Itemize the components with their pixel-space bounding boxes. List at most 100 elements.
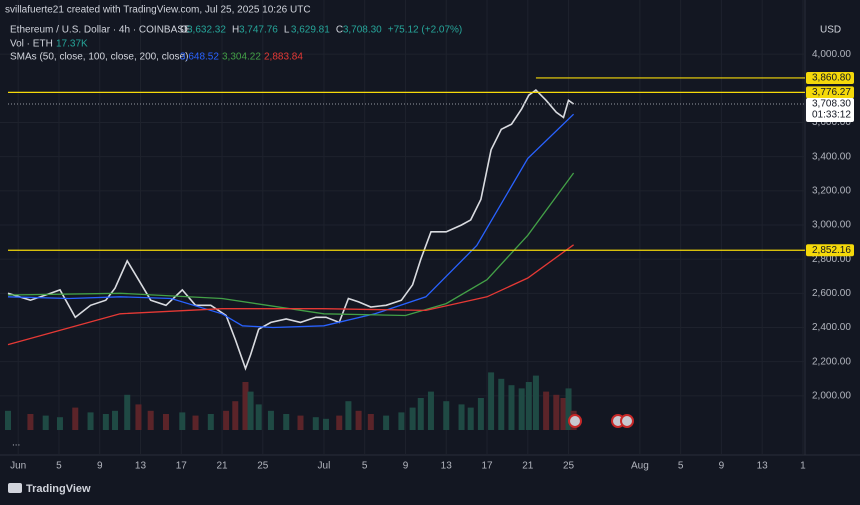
volume-bar bbox=[232, 401, 239, 430]
volume-bar bbox=[42, 415, 49, 430]
volume-bar bbox=[179, 412, 186, 430]
volume-bar bbox=[560, 398, 567, 430]
x-tick-label: 13 bbox=[135, 461, 147, 472]
x-tick-label: Jun bbox=[10, 461, 26, 472]
x-tick-label: 5 bbox=[678, 461, 684, 472]
volume-bar bbox=[383, 415, 390, 430]
volume-bar bbox=[267, 410, 274, 430]
volume-bar bbox=[207, 414, 214, 430]
price-level-tag bbox=[806, 71, 854, 84]
more[interactable]: ... bbox=[12, 438, 20, 449]
volume bbox=[5, 372, 577, 430]
last-price-label: 3,708.30 bbox=[812, 99, 851, 110]
volume-bar bbox=[223, 410, 230, 430]
volume-bar bbox=[458, 404, 465, 430]
y-tick-label: 2,400.00 bbox=[812, 322, 851, 333]
sma-line bbox=[7, 244, 574, 346]
ohlc-value: 3,708.30 bbox=[343, 25, 382, 36]
ohlc-value: 3,629.81 bbox=[291, 25, 330, 36]
sma-value: 3,304.22 bbox=[222, 52, 261, 63]
volume-bar bbox=[147, 410, 154, 430]
volume-bar bbox=[498, 378, 505, 430]
series bbox=[7, 88, 575, 371]
volume-bar bbox=[56, 417, 63, 430]
volume-bar bbox=[427, 391, 434, 430]
volume-bar bbox=[553, 394, 560, 430]
ohlc-key: C bbox=[336, 25, 343, 36]
price-level-tag bbox=[806, 86, 854, 99]
volume-bar bbox=[102, 414, 109, 430]
sma-label: SMAs (50, close, 100, close, 200, close) bbox=[10, 52, 188, 63]
ohlc-key: L bbox=[284, 25, 290, 36]
volume-bar bbox=[477, 398, 484, 430]
volume-bar bbox=[72, 407, 79, 430]
symbol: Ethereum / U.S. Dollar · 4h · COINBASE bbox=[10, 25, 191, 36]
event-icon[interactable] bbox=[620, 414, 634, 428]
x-tick-label: 17 bbox=[481, 461, 493, 472]
y-tick-label: 4,000.00 bbox=[812, 49, 851, 60]
levels bbox=[8, 77, 805, 251]
x-tick-label: 13 bbox=[441, 461, 453, 472]
volume-bar bbox=[336, 415, 343, 430]
volume-bar bbox=[417, 398, 424, 430]
volume-bar bbox=[543, 391, 550, 430]
event-icon[interactable] bbox=[568, 414, 582, 428]
change: +75.12 (+2.07%) bbox=[388, 25, 463, 36]
footer bbox=[0, 476, 860, 500]
brand-logo bbox=[8, 483, 22, 493]
sma-value: 3,648.52 bbox=[180, 52, 219, 63]
y-tick-label: 2,800.00 bbox=[812, 254, 851, 265]
y-tick-label: 3,000.00 bbox=[812, 220, 851, 231]
x-tick-label: Aug bbox=[631, 461, 649, 472]
volume-bar bbox=[443, 401, 450, 430]
volume-bar bbox=[283, 414, 290, 430]
currency: USD bbox=[820, 25, 841, 36]
volume-bar bbox=[467, 407, 474, 430]
event-icons bbox=[568, 414, 634, 428]
axes: 2,000.00 2,200.00 2,400.00 2,600.00 2,800.00… bbox=[10, 49, 854, 472]
volume-bar bbox=[192, 415, 199, 430]
x-tick-label: 5 bbox=[362, 461, 368, 472]
volume-bar bbox=[367, 414, 374, 430]
credit: svillafuerte21 created with TradingView.… bbox=[5, 5, 311, 16]
y-tick-label: 2,200.00 bbox=[812, 356, 851, 367]
x-tick-label: 5 bbox=[56, 461, 62, 472]
x-tick-label: 21 bbox=[216, 461, 228, 472]
volume-bar bbox=[297, 415, 304, 430]
volume-bar bbox=[508, 385, 515, 430]
ohlc-value: 3,632.32 bbox=[187, 25, 226, 36]
y-tick-label: 2,000.00 bbox=[812, 390, 851, 401]
price-level-tag bbox=[806, 244, 854, 257]
x-tick-label: 9 bbox=[97, 461, 103, 472]
x-tick-label: 9 bbox=[403, 461, 409, 472]
last-price-tag bbox=[806, 97, 854, 122]
volume-bar bbox=[124, 394, 131, 430]
volume-bar bbox=[242, 382, 249, 430]
price-level-label: 3,860.80 bbox=[812, 73, 851, 84]
volume-bar bbox=[255, 404, 262, 430]
volume-bar bbox=[312, 417, 319, 430]
x-tick-label: 21 bbox=[522, 461, 534, 472]
x-tick-label: Jul bbox=[318, 461, 331, 472]
brand: TradingView bbox=[26, 483, 91, 495]
volume-bar bbox=[87, 412, 94, 430]
grid bbox=[0, 0, 805, 455]
x-tick-label: 25 bbox=[563, 461, 575, 472]
volume-bar bbox=[27, 414, 34, 430]
y-tick-label: 2,600.00 bbox=[812, 288, 851, 299]
price-level-label: 3,776.27 bbox=[812, 87, 851, 98]
volume-bar bbox=[488, 372, 495, 430]
ohlc-key: H bbox=[232, 25, 239, 36]
price-level-label: 2,852.16 bbox=[812, 245, 851, 256]
y-tick-label: 3,400.00 bbox=[812, 151, 851, 162]
volume-bar bbox=[112, 410, 119, 430]
volume-bar bbox=[345, 401, 352, 430]
volume-bar bbox=[532, 375, 539, 430]
x-tick-label: 25 bbox=[257, 461, 269, 472]
volume-bar bbox=[398, 412, 405, 430]
volume-bar bbox=[247, 391, 254, 430]
volume-value: 17.37K bbox=[56, 39, 88, 50]
y-tick-label: 3,600.00 bbox=[812, 117, 851, 128]
volume-bar bbox=[355, 410, 362, 430]
